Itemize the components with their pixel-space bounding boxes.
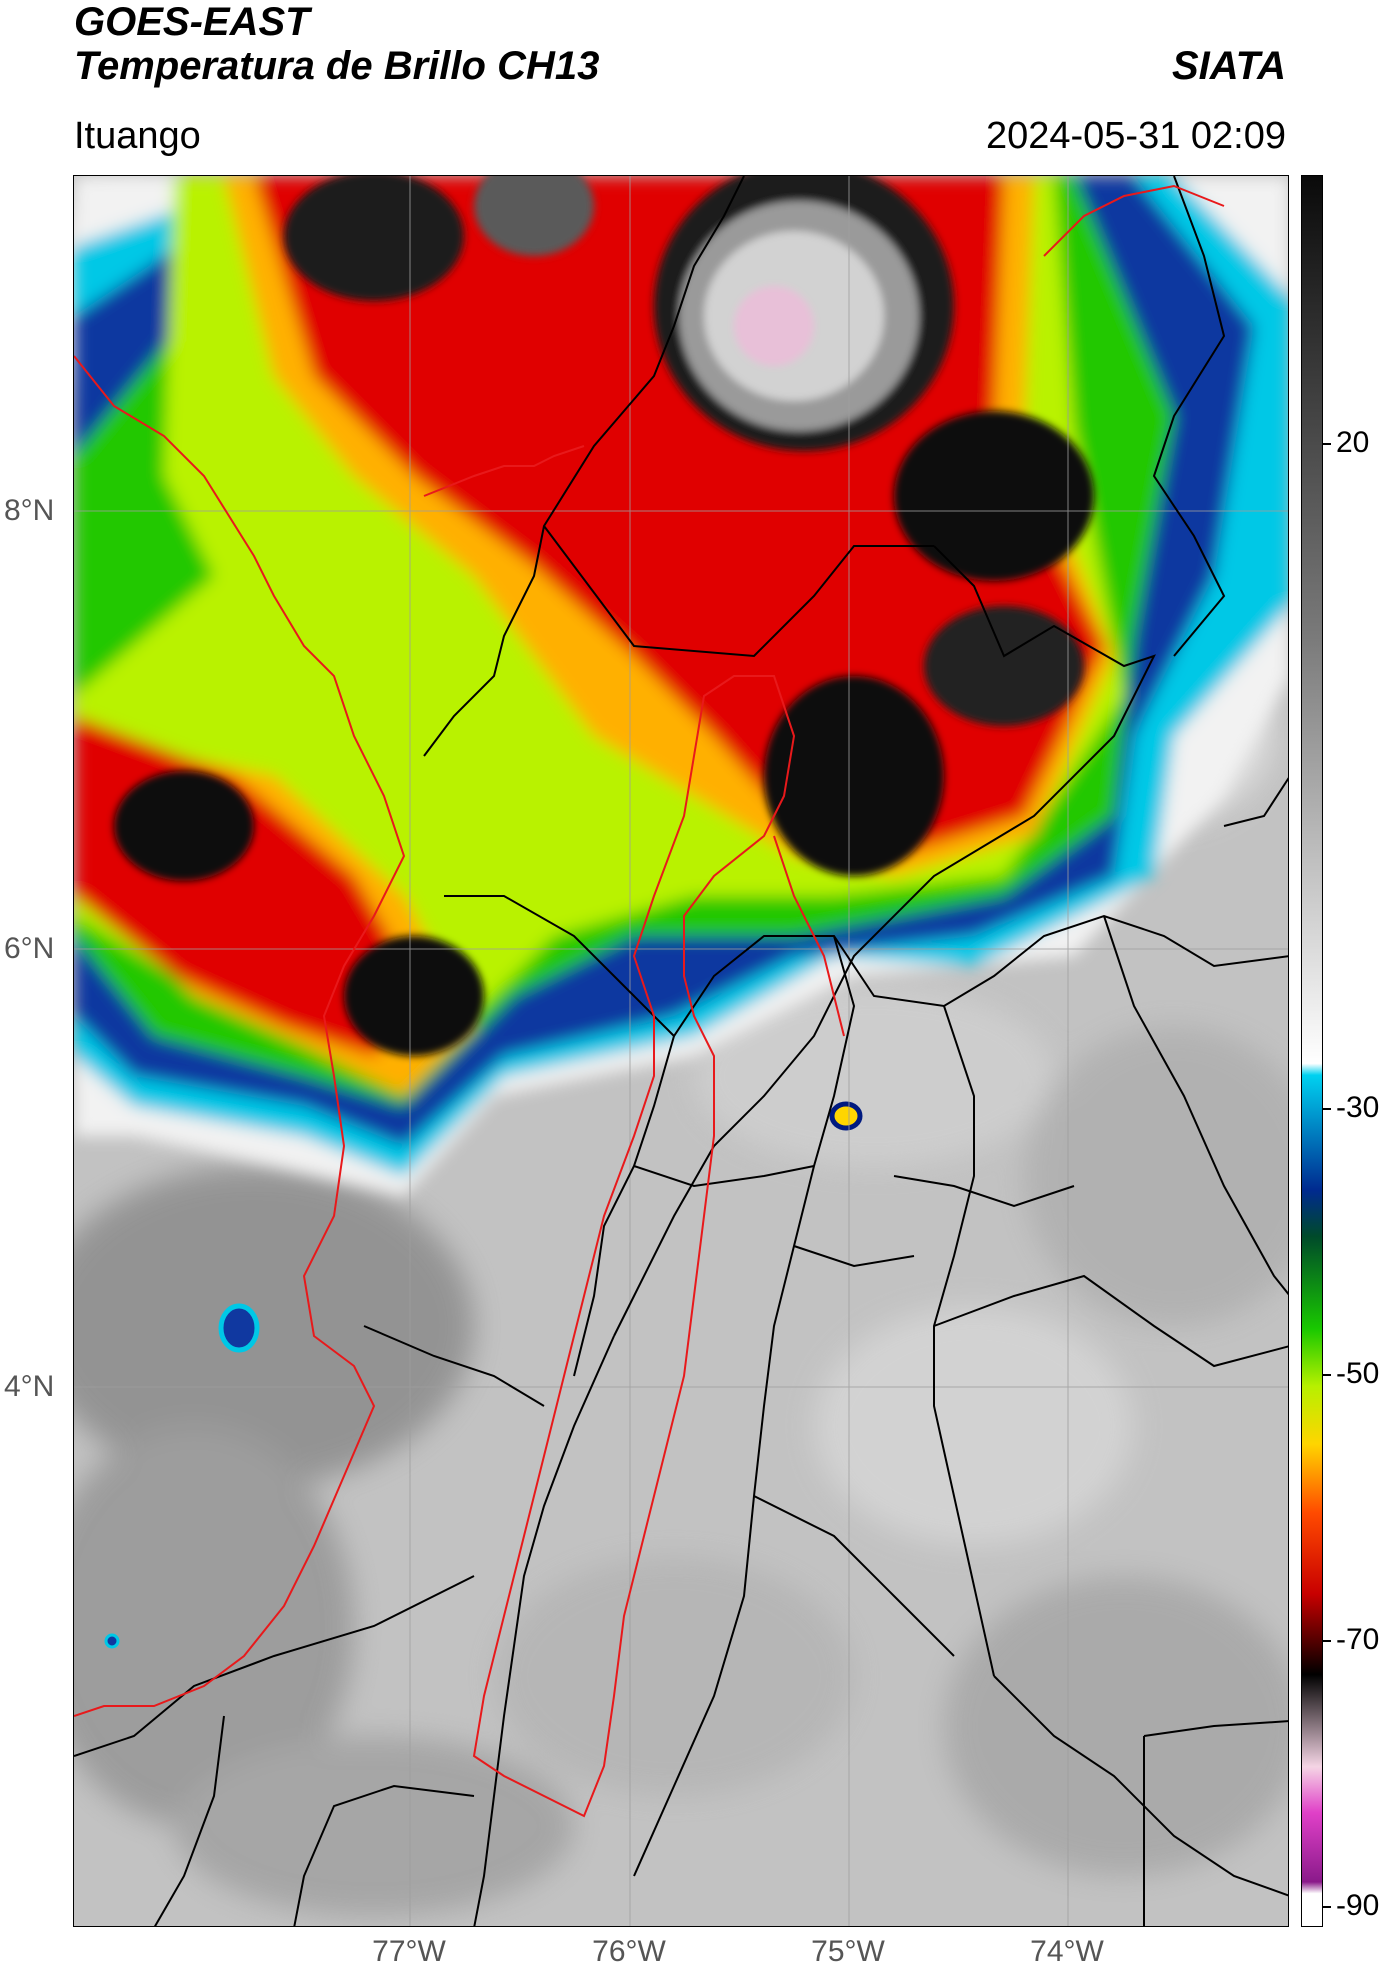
colorbar-label-20: 20 (1336, 426, 1370, 459)
colorbar-tick-minus70 (1323, 1640, 1331, 1642)
lon-label-77w: 77°W (372, 1935, 446, 1968)
colorbar-tick-minus90 (1323, 1906, 1331, 1908)
lat-label-6n: 6°N (4, 932, 55, 965)
colorbar (1301, 175, 1323, 1927)
location-label: Ituango (74, 115, 201, 157)
colorbar-label-minus90: -90 (1336, 1889, 1380, 1922)
colorbar-tick-20 (1323, 443, 1331, 445)
title-product: Temperatura de Brillo CH13 (74, 44, 600, 88)
colorbar-tick-minus50 (1323, 1374, 1331, 1376)
colorbar-label-minus30: -30 (1336, 1091, 1380, 1124)
colorbar-tick-minus30 (1323, 1108, 1331, 1110)
colorbar-label-minus50: -50 (1336, 1357, 1380, 1390)
lon-label-74w: 74°W (1030, 1935, 1104, 1968)
colorbar-gradient (1302, 176, 1322, 1926)
organization-label: SIATA (1171, 44, 1286, 88)
lon-label-76w: 76°W (592, 1935, 666, 1968)
lat-label-4n: 4°N (4, 1370, 55, 1403)
lat-label-8n: 8°N (4, 494, 55, 527)
lon-label-75w: 75°W (811, 1935, 885, 1968)
timestamp-label: 2024-05-31 02:09 (985, 115, 1286, 157)
colorbar-label-minus70: -70 (1336, 1623, 1380, 1656)
satellite-map (73, 175, 1289, 1927)
title-satellite: GOES-EAST (74, 0, 310, 44)
